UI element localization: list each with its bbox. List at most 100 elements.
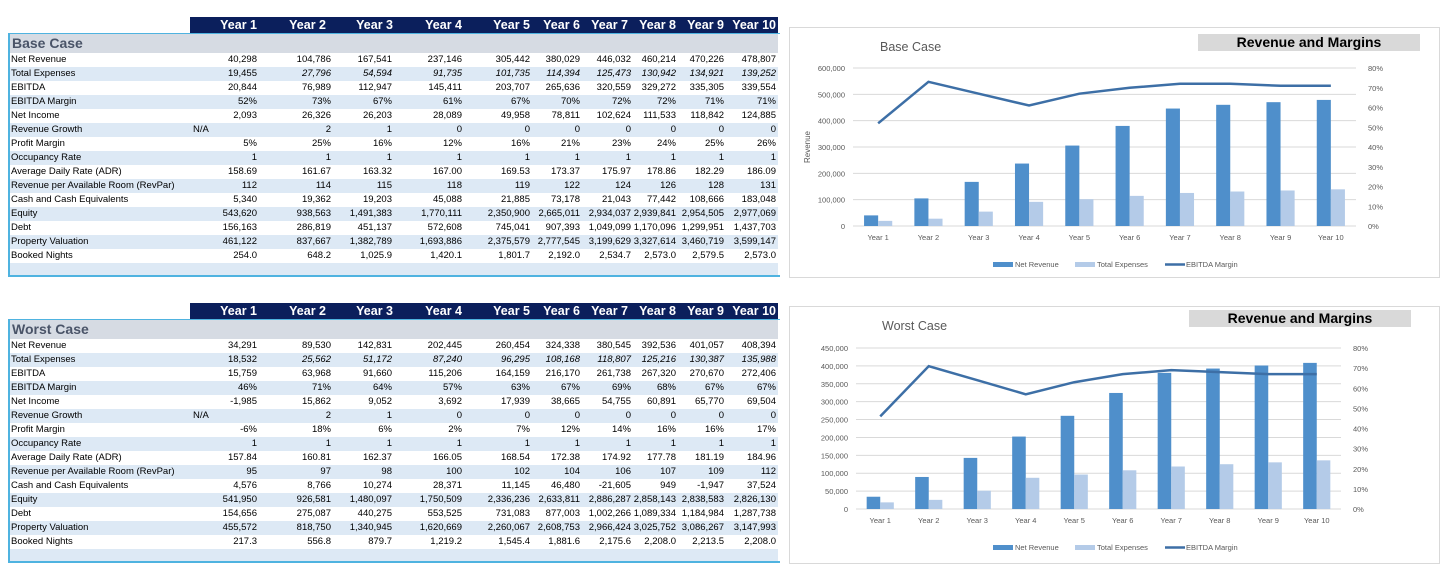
- value-cell: 64%: [372, 382, 392, 393]
- y-tick-label: 200,000: [821, 433, 848, 442]
- value-cell: 0: [625, 410, 631, 421]
- y2-tick-label: 0%: [1353, 505, 1364, 514]
- net-revenue-bar: [1266, 102, 1281, 226]
- value-cell: 2,665,011: [538, 208, 580, 219]
- row-label: EBITDA Margin: [11, 382, 77, 393]
- value-cell: 2,208.0: [644, 536, 676, 547]
- value-cell: 2: [325, 410, 331, 421]
- value-cell: 115: [376, 180, 392, 191]
- y-tick-label: 100,000: [821, 469, 848, 478]
- table-row: Net Revenue 40,298 104,786 167,541 237,146 30…: [10, 53, 778, 67]
- value-cell: 49,958: [500, 110, 530, 121]
- year-header-cell: Year 8: [639, 304, 676, 318]
- value-cell: 107: [660, 466, 676, 477]
- value-cell: 124,885: [741, 110, 776, 121]
- value-cell: 96,295: [500, 354, 530, 365]
- value-cell: 324,338: [545, 340, 580, 351]
- row-label: Property Valuation: [11, 236, 89, 247]
- table-footer-row: [10, 263, 778, 275]
- value-cell: 0: [770, 410, 776, 421]
- value-cell: 73%: [311, 96, 331, 107]
- value-cell: 10,274: [362, 480, 392, 491]
- value-cell: 54,755: [601, 396, 631, 407]
- value-cell: 19,362: [301, 194, 331, 205]
- value-cell: 61%: [442, 96, 462, 107]
- value-cell: 335,305: [689, 82, 724, 93]
- x-tick-label: Year 9: [1258, 516, 1279, 525]
- value-cell: 38,665: [550, 396, 580, 407]
- case-title-band: Base Case: [10, 34, 778, 53]
- value-cell: 172.38: [550, 452, 580, 463]
- row-label: Revenue Growth: [11, 410, 83, 421]
- value-cell: 2,858,143: [633, 494, 676, 505]
- value-cell: 109: [708, 466, 724, 477]
- row-label: Cash and Cash Equivalents: [11, 480, 129, 491]
- total-expenses-bar: [928, 499, 943, 509]
- chart-canvas: 0 50,000 100,000 150,000 200,000 250,000 300,0…: [821, 344, 1368, 552]
- year-header-cell: Year 4: [425, 18, 462, 32]
- value-cell: 1,480,097: [349, 494, 392, 505]
- value-cell: 167.00: [432, 166, 462, 177]
- row-label: Revenue Growth: [11, 124, 83, 135]
- value-cell: 0: [456, 124, 462, 135]
- value-cell: 1,184,984: [681, 508, 724, 519]
- x-tick-label: Year 10: [1304, 516, 1330, 525]
- y2-tick-label: 30%: [1353, 445, 1368, 454]
- y2-tick-label: 80%: [1368, 64, 1383, 73]
- value-cell: 67%: [560, 382, 580, 393]
- x-tick-label: Year 4: [1015, 516, 1036, 525]
- legend-label: EBITDA Margin: [1186, 260, 1238, 269]
- value-cell: 14%: [611, 424, 631, 435]
- legend-swatch-total-expenses: [1075, 262, 1095, 267]
- value-cell: 1,025.9: [360, 250, 392, 261]
- value-cell: 181.19: [694, 452, 724, 463]
- x-tick-label: Year 6: [1112, 516, 1133, 525]
- value-cell: 76,989: [301, 82, 331, 93]
- value-cell: 183,048: [741, 194, 776, 205]
- y-tick-label: 50,000: [825, 487, 848, 496]
- value-cell: 1,299,951: [681, 222, 724, 233]
- value-cell: 186.09: [746, 166, 776, 177]
- value-cell: 1: [625, 152, 631, 163]
- value-cell: 1: [325, 152, 331, 163]
- na-cell: N/A: [193, 410, 209, 421]
- value-cell: 1: [456, 438, 462, 449]
- net-revenue-bar: [1303, 362, 1317, 509]
- value-cell: 7%: [516, 424, 530, 435]
- value-cell: 1,545.4: [498, 536, 530, 547]
- value-cell: 272,406: [741, 368, 776, 379]
- value-cell: 2,192.0: [548, 250, 580, 261]
- net-revenue-bar: [963, 457, 978, 509]
- value-cell: 2%: [448, 424, 462, 435]
- base-case-chart[interactable]: Base Case Revenue and Margins 0 100,000 20…: [789, 27, 1440, 278]
- row-label: EBITDA Margin: [11, 96, 77, 107]
- value-cell: 0: [574, 124, 580, 135]
- value-cell: 71%: [704, 96, 724, 107]
- value-cell: 1: [386, 438, 392, 449]
- worst-case-chart[interactable]: Worst Case Revenue and Margins 0 50,000 10…: [789, 306, 1440, 564]
- y-tick-label: 400,000: [821, 362, 848, 371]
- table-row: Booked Nights 217.3 556.8 879.7 1,219.2 1,545…: [10, 535, 778, 549]
- value-cell: 178.86: [646, 166, 676, 177]
- year-header-cell: Year 1: [220, 18, 257, 32]
- value-cell: 265,636: [545, 82, 580, 93]
- value-cell: 104: [564, 466, 580, 477]
- value-cell: 9,052: [368, 396, 392, 407]
- value-cell: 3,599,147: [733, 236, 776, 247]
- row-label: Debt: [11, 508, 32, 519]
- value-cell: 1,170,096: [633, 222, 676, 233]
- value-cell: 15,862: [301, 396, 331, 407]
- value-cell: 67%: [704, 382, 724, 393]
- row-label: Booked Nights: [11, 250, 73, 261]
- value-cell: 455,572: [222, 522, 257, 533]
- base-case-table: Year 1 Year 2 Year 3 Year 4 Year 5 Year 6 Year…: [0, 0, 790, 290]
- value-cell: 3,086,267: [681, 522, 724, 533]
- value-cell: 2,375,579: [487, 236, 530, 247]
- value-cell: 102: [514, 466, 530, 477]
- case-title-band: Worst Case: [10, 320, 778, 339]
- y2-tick-label: 70%: [1353, 364, 1368, 373]
- y-tick-label: 500,000: [818, 90, 845, 99]
- value-cell: 69%: [611, 382, 631, 393]
- value-cell: 572,608: [427, 222, 462, 233]
- value-cell: 73,178: [550, 194, 580, 205]
